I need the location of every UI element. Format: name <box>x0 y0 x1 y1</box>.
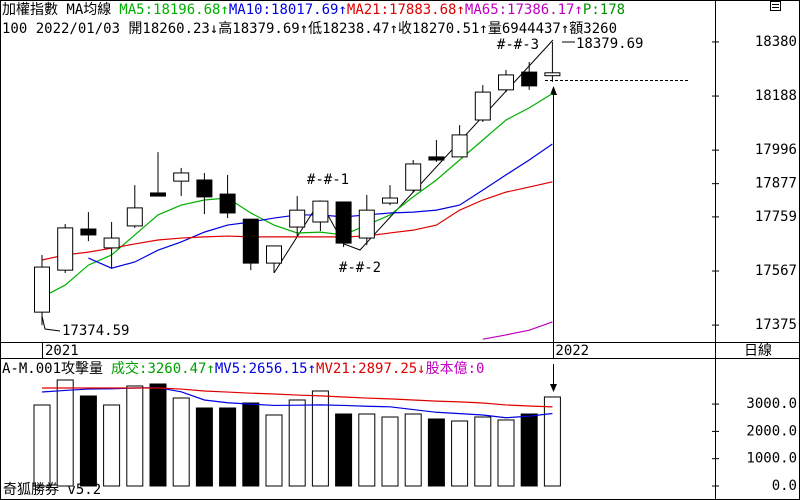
volume-bar <box>149 383 167 487</box>
candle-body <box>266 245 282 264</box>
candle-body <box>34 266 50 313</box>
plot-area: 加權指數 MA均線 MA5:18196.68↑MA10:18017.69↑MA21… <box>2 2 690 498</box>
legend-entry: MV21:2897.25↓ <box>316 361 426 377</box>
annotation: #-#-3 <box>497 37 539 53</box>
x-tick-label: 2021 <box>45 343 79 359</box>
window-button[interactable] <box>770 1 781 11</box>
legend-row: 加權指數 MA均線 MA5:18196.68↑MA10:18017.69↑MA21… <box>2 2 625 18</box>
candle-body <box>335 201 352 244</box>
annotation: #-#-1 <box>307 172 349 188</box>
ma-line <box>482 321 553 340</box>
x-tick-label: 2022 <box>555 343 589 359</box>
candle-body <box>289 209 306 228</box>
legend-entry: 成交:3260.47↑ <box>111 360 215 377</box>
y-tick-label: 18380 <box>755 34 797 50</box>
legend-entry: P:178 <box>583 2 625 18</box>
y-tick-label: 1000.0 <box>746 451 797 467</box>
candle-body <box>219 193 236 214</box>
candle-body <box>428 156 445 161</box>
chart-title: A-M.001攻擊量 <box>2 360 103 377</box>
volume-bar <box>311 390 329 487</box>
y-tick-label: 17375 <box>755 317 797 333</box>
period-label: 日線 <box>744 343 772 359</box>
candle-body <box>173 172 190 182</box>
y-tick-label: 18188 <box>755 88 797 104</box>
y-tick-label: 2000.0 <box>746 423 797 439</box>
volume-bar <box>242 402 260 487</box>
candle-body <box>451 134 468 158</box>
volume-bar <box>451 420 469 487</box>
legend-entry: MV5:2656.15↑ <box>215 361 316 377</box>
legend-entry: MA21:17883.68↑ <box>347 2 465 18</box>
volume-bar <box>404 413 422 487</box>
candle-body <box>196 179 213 198</box>
volume-bar <box>195 407 213 487</box>
volume-bar <box>288 399 306 487</box>
app-version: 奇狐勝券 v5.2 <box>3 481 101 498</box>
candle-body <box>57 227 74 271</box>
candle-body <box>103 237 120 249</box>
candle-body <box>150 192 166 197</box>
candle-body <box>242 218 259 264</box>
annotation: 17374.59 <box>62 323 129 339</box>
candle-body <box>521 71 538 87</box>
candle-body <box>405 163 422 191</box>
volume-bar <box>358 413 376 487</box>
candle-body <box>312 200 329 223</box>
volume-bar <box>79 395 97 487</box>
candle-body <box>544 72 561 77</box>
candle-body <box>126 207 143 227</box>
legend-row: A-M.001攻擊量 成交:3260.47↑MV5:2656.15↑MV21:28… <box>2 360 484 377</box>
arrow-head <box>550 86 557 95</box>
annotation: #-#-2 <box>339 260 381 276</box>
chart-title: 加權指數 MA均線 <box>2 2 111 18</box>
volume-bar <box>427 418 445 487</box>
volume-bar <box>265 414 283 487</box>
volume-bar <box>381 416 399 487</box>
ma-line <box>41 181 553 261</box>
candle-body <box>498 74 514 91</box>
volume-bar <box>335 413 353 487</box>
arrow-head <box>550 384 557 392</box>
volume-bar <box>126 385 144 487</box>
legend-entry: 股本億:0 <box>426 361 485 377</box>
volume-ma-line <box>42 387 553 408</box>
legend-entry: MA5:18196.68↑ <box>119 2 229 18</box>
volume-bar <box>172 397 190 487</box>
y-tick-label: 17567 <box>755 263 797 279</box>
volume-bar <box>543 396 561 487</box>
legend-entry: MA65:17386.17↑ <box>465 2 583 18</box>
y-tick-label: 3000.0 <box>746 396 797 412</box>
candle-body <box>474 91 491 121</box>
volume-bar <box>520 413 538 487</box>
volume-bar <box>103 404 121 487</box>
legend-entry: MA10:18017.69↑ <box>229 2 347 18</box>
volume-bar <box>497 419 515 487</box>
y-tick-label: 0.0 <box>772 478 797 494</box>
y-tick-label: 17877 <box>755 176 797 192</box>
candle-body <box>382 197 398 204</box>
y-tick-label: 17996 <box>755 142 797 158</box>
y-tick-label: 17759 <box>755 209 797 225</box>
candle-body <box>358 209 375 239</box>
volume-bar <box>56 379 74 487</box>
volume-bar <box>33 404 51 487</box>
volume-bar <box>474 416 492 487</box>
candle-body <box>80 228 97 236</box>
quote-info: 100 2022/01/03 開18260.23↓高18379.69↑低1823… <box>2 20 617 37</box>
volume-bar <box>219 407 237 487</box>
label-leader <box>41 315 61 332</box>
annotation: 18379.69 <box>576 36 643 52</box>
